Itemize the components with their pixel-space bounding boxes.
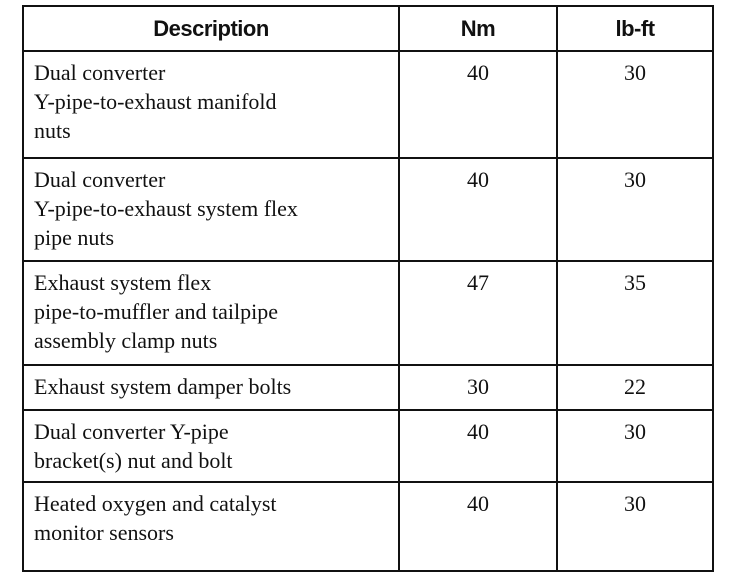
- lbft-cell: 30: [556, 50, 714, 159]
- nm-cell: 40: [398, 50, 558, 159]
- header-description: Description: [22, 5, 400, 52]
- description-cell: Dual converter Y-pipe-to-exhaust system …: [22, 157, 400, 262]
- table-row: Dual converter Y-pipe bracket(s) nut and…: [22, 409, 714, 483]
- table-row: Heated oxygen and catalyst monitor senso…: [22, 481, 714, 572]
- description-cell: Dual converter Y-pipe bracket(s) nut and…: [22, 409, 400, 483]
- torque-specification-table: Description Nm lb-ft Dual converter Y-pi…: [22, 5, 714, 572]
- nm-cell: 40: [398, 409, 558, 483]
- description-cell: Exhaust system damper bolts: [22, 364, 400, 411]
- description-cell: Heated oxygen and catalyst monitor senso…: [22, 481, 400, 572]
- description-cell: Dual converter Y-pipe-to-exhaust manifol…: [22, 50, 400, 159]
- lbft-cell: 30: [556, 409, 714, 483]
- table-row: Exhaust system damper bolts 30 22: [22, 364, 714, 411]
- nm-cell: 40: [398, 481, 558, 572]
- lbft-cell: 22: [556, 364, 714, 411]
- lbft-cell: 30: [556, 481, 714, 572]
- lbft-cell: 35: [556, 260, 714, 366]
- lbft-cell: 30: [556, 157, 714, 262]
- header-lbft: lb-ft: [556, 5, 714, 52]
- table-row: Exhaust system flex pipe-to-muffler and …: [22, 260, 714, 366]
- header-row: Description Nm lb-ft: [22, 5, 714, 52]
- header-nm: Nm: [398, 5, 558, 52]
- table-row: Dual converter Y-pipe-to-exhaust manifol…: [22, 50, 714, 159]
- table-row: Dual converter Y-pipe-to-exhaust system …: [22, 157, 714, 262]
- description-cell: Exhaust system flex pipe-to-muffler and …: [22, 260, 400, 366]
- nm-cell: 30: [398, 364, 558, 411]
- nm-cell: 40: [398, 157, 558, 262]
- nm-cell: 47: [398, 260, 558, 366]
